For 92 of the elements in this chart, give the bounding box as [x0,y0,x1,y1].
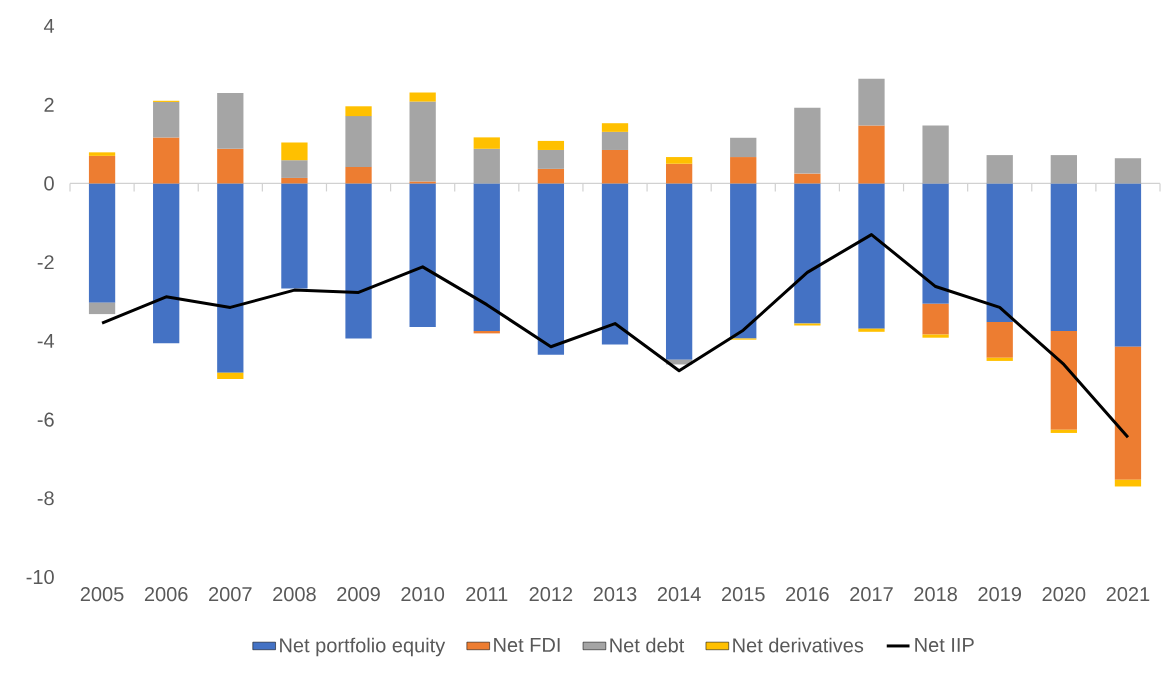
legend-label: Net derivatives [733,637,864,653]
y-tick-label: 2 [44,97,54,112]
bar [665,157,693,164]
bar [153,183,180,344]
bar [345,166,372,184]
bar [601,149,629,184]
bar [409,92,436,102]
bar [88,183,116,303]
y-tick-label: 4 [43,19,55,33]
bar [1050,183,1077,332]
x-tick-label: 2010 [401,587,445,602]
bar [153,137,180,184]
x-tick-label: 2006 [144,587,188,602]
bar [473,183,500,332]
bar [601,183,629,345]
y-tick-label: -8 [37,491,54,506]
bar [858,125,885,184]
bar [281,177,308,184]
legend-label: Net debt [610,637,685,653]
bar [409,101,436,182]
y-tick-label: -10 [26,569,54,585]
y-tick-label: -4 [37,333,55,348]
bar [345,183,372,339]
x-tick-label: 2007 [209,587,252,602]
bar [1050,331,1077,430]
bar [794,107,821,174]
bar [922,125,949,184]
x-tick-label: 2016 [786,587,829,602]
bar [217,183,244,373]
bar [1050,155,1077,184]
x-tick-label: 2011 [466,587,508,602]
x-tick-label: 2018 [914,587,957,602]
legend-label: Net IIP [915,638,974,653]
line-series [100,233,1130,439]
bar [794,173,821,184]
bar [473,137,500,149]
x-tick-label: 2019 [978,587,1021,602]
bar [473,148,500,184]
legend-label: Net portfolio equity [280,637,446,657]
bar [217,148,244,184]
bar [730,137,757,158]
bar [730,183,757,339]
bar [730,157,757,184]
x-tick-label: 2013 [593,587,637,602]
bar [922,183,949,304]
legend-label: Net FDI [494,638,560,653]
bar [537,149,565,169]
bar [986,321,1013,358]
x-tick-label: 2017 [850,587,893,602]
bar [1050,429,1077,433]
bar [537,168,565,184]
x-tick-label: 2009 [337,587,380,602]
x-tick-label: 2020 [1042,587,1086,602]
bar [88,155,116,184]
bar [537,183,565,355]
x-tick-label: 2008 [273,587,316,602]
bar [281,142,308,161]
bar [601,131,629,150]
bar [986,155,1013,184]
bar [794,183,821,324]
bar [217,372,244,380]
bar [986,357,1013,361]
bar [153,101,180,138]
x-tick-label: 2012 [529,587,573,602]
bar [281,160,308,178]
x-tick-label: 2015 [722,587,765,602]
bar [1114,183,1142,347]
bar [345,106,372,117]
bar [1114,346,1142,480]
bar [1114,158,1142,184]
bar [88,302,116,315]
bar [665,163,693,184]
bar [345,116,372,167]
x-tick-label: 2021 [1106,587,1150,602]
x-tick-label: 2005 [80,587,124,602]
y-tick-label: -6 [37,412,54,427]
bar [537,140,565,150]
y-tick-label: -2 [37,255,54,270]
bar [922,334,949,338]
bar [858,183,885,329]
bar [601,123,629,132]
bar [986,183,1013,322]
bar [281,183,308,289]
bar [858,78,885,126]
bar [409,183,436,328]
x-tick-label: 2014 [657,587,701,602]
bar [858,328,885,332]
bar [665,183,693,360]
bar [922,303,949,335]
bar [88,152,116,156]
y-tick-label: 0 [44,176,54,191]
bar [217,92,244,149]
